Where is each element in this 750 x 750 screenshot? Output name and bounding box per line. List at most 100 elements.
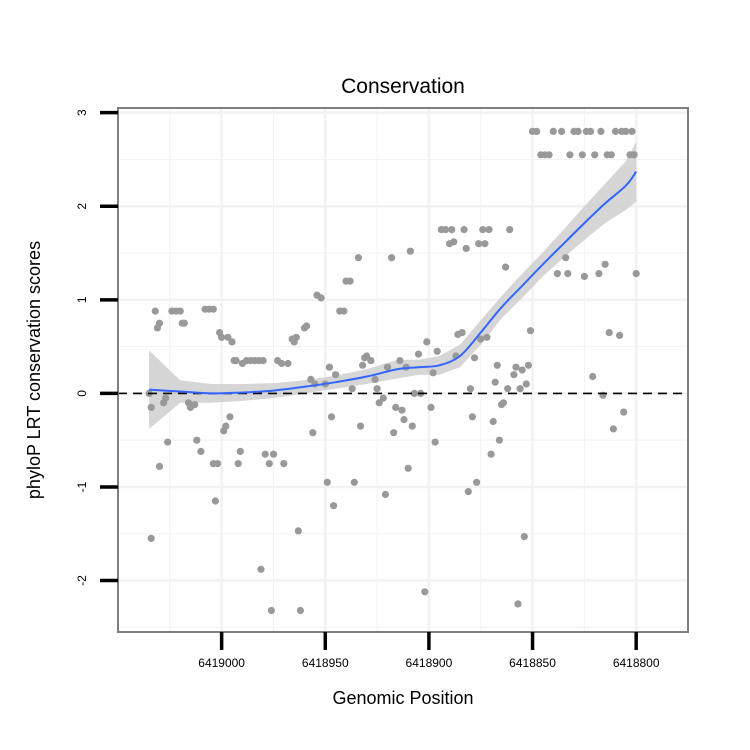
data-point [441,226,450,234]
data-point [460,226,468,234]
data-point [406,247,414,255]
data-point [493,361,501,369]
data-point [589,372,597,381]
data-point [257,565,265,573]
data-point [481,240,489,248]
data-point [307,375,315,383]
data-point [522,380,530,388]
data-point [473,478,481,486]
data-point [616,331,624,339]
data-point [269,450,278,458]
data-point [356,422,365,430]
data-point [224,333,232,341]
data-point [309,429,317,437]
data-point [414,350,423,358]
x-tick-label: 6418800 [613,656,660,670]
data-point [512,363,520,371]
data-point [545,151,553,159]
data-point [558,127,566,135]
data-point [553,270,562,278]
y-tick-label: 3 [75,109,89,116]
data-point [611,127,620,135]
data-point [587,127,595,135]
data-point [228,338,236,346]
data-point [359,361,367,369]
data-point [383,363,392,371]
data-point [162,394,170,402]
data-point [485,226,493,234]
data-point [466,385,474,393]
data-point [381,490,389,499]
data-point [423,338,431,346]
data-point [373,385,381,393]
data-point [609,425,618,433]
data-point [354,254,362,262]
data-point [400,416,408,424]
data-point [303,322,311,330]
data-point [458,329,466,337]
data-point [265,460,273,468]
data-point [433,347,441,355]
data-point [431,438,439,446]
data-point [147,403,155,411]
data-point [462,244,470,252]
data-point [475,240,483,248]
data-point [566,151,574,159]
data-point [597,127,605,135]
data-point [267,606,275,615]
data-point [483,333,491,341]
x-axis: 6419000 6418950 6418900 6418850 6418800 [198,632,660,670]
y-tick-label: -1 [75,481,89,492]
data-point [211,497,219,505]
data-point [213,460,222,468]
data-point [448,226,456,234]
data-point [197,447,205,455]
data-point [317,294,325,302]
data-point [622,127,630,135]
data-point [325,363,333,371]
data-point [450,238,458,246]
smooth-curve [149,171,638,395]
data-point [524,361,533,369]
data-point [350,478,358,486]
data-point [234,460,242,468]
data-point [176,307,184,315]
grid-lines [118,108,688,632]
data-point [607,151,615,159]
data-point [410,389,418,397]
data-point [468,413,476,421]
data-point [346,277,354,285]
data-point [340,307,348,315]
data-point [520,533,528,541]
data-point [327,413,336,421]
y-axis-title: phyloP LRT conservation scores [24,241,44,499]
data-point [408,422,416,430]
y-tick-label: 1 [75,296,89,303]
data-point [226,413,234,421]
data-point [510,371,518,379]
data-point [574,127,582,135]
data-point [280,460,288,468]
data-point [429,369,437,377]
y-tick-label: 2 [75,203,89,210]
data-point [390,429,398,437]
confidence-band [149,141,637,429]
data-point [502,263,510,271]
data-point [330,502,338,510]
data-point [278,359,286,368]
x-tick-label: 6418900 [406,656,453,670]
data-point [578,151,586,159]
confidence-band-group [149,141,637,429]
data-point [218,333,226,341]
data-point [180,319,188,327]
data-point [605,329,613,337]
data-point [421,588,429,596]
data-point [628,127,636,135]
data-point [323,478,331,486]
y-axis: -2 -1 0 1 2 3 [75,109,118,586]
data-point [504,385,512,393]
data-point [367,357,375,365]
data-point [404,464,412,472]
data-point [591,151,599,159]
data-point [495,436,503,444]
